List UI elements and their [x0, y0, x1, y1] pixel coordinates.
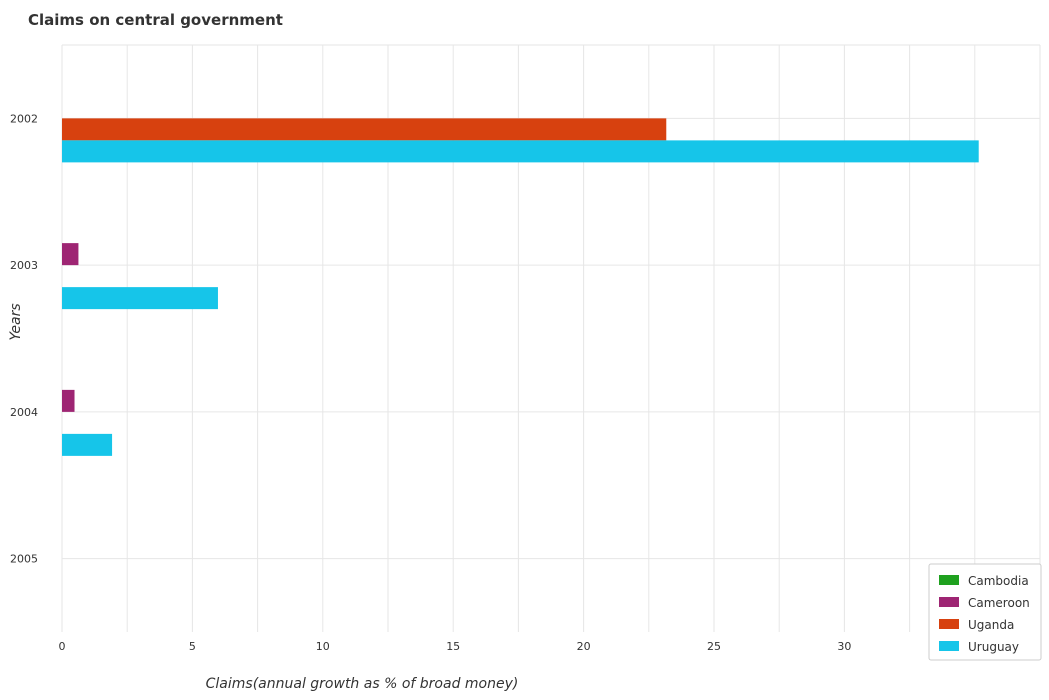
x-tick-label: 10: [316, 640, 330, 653]
y-tick-label-2005: 2005: [10, 553, 38, 566]
legend-label-cameroon: Cameroon: [968, 596, 1030, 610]
x-tick-label: 5: [189, 640, 196, 653]
y-tick-label-2004: 2004: [10, 406, 38, 419]
x-tick-labels: 05101520253035: [59, 640, 982, 653]
bars: [62, 118, 979, 456]
bar-cameroon-2003: [62, 243, 79, 266]
legend-swatch-uruguay: [939, 641, 959, 651]
x-tick-label: 30: [837, 640, 851, 653]
y-tick-label-2003: 2003: [10, 259, 38, 272]
legend: Cambodia Cameroon Uganda Uruguay: [928, 563, 1042, 661]
chart-title: Claims on central government: [28, 11, 283, 29]
legend-label-uganda: Uganda: [968, 618, 1014, 632]
y-axis-label: Years: [8, 303, 24, 340]
bar-uganda-2002: [62, 118, 667, 141]
bar-uruguay-2004: [62, 433, 113, 456]
x-tick-label: 0: [59, 640, 66, 653]
x-axis-label: Claims(annual growth as % of broad money…: [206, 676, 519, 692]
bar-cameroon-2004: [62, 389, 75, 412]
bar-uruguay-2003: [62, 287, 218, 310]
legend-frame: [928, 563, 1042, 661]
x-tick-label: 25: [707, 640, 721, 653]
x-tick-label: 15: [446, 640, 460, 653]
y-tick-labels: 2002 2003 2004 2005: [10, 112, 38, 565]
legend-label-cambodia: Cambodia: [968, 574, 1029, 588]
bar-uruguay-2002: [62, 140, 979, 163]
x-tick-label: 20: [577, 640, 591, 653]
legend-swatch-cameroon: [939, 597, 959, 607]
legend-swatch-uganda: [939, 619, 959, 629]
y-tick-label-2002: 2002: [10, 112, 38, 125]
legend-label-uruguay: Uruguay: [968, 640, 1019, 654]
legend-swatch-cambodia: [939, 575, 959, 585]
